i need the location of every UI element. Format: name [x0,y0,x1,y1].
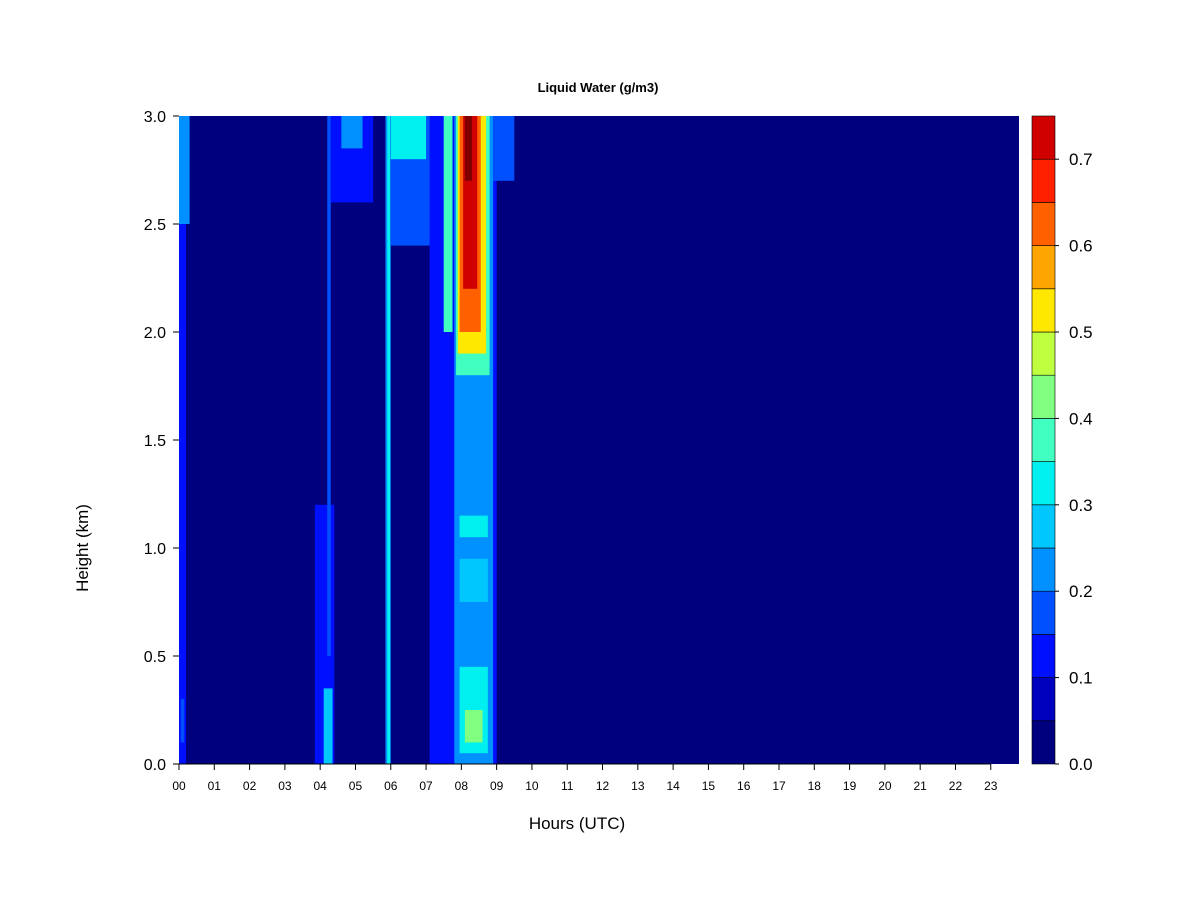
heatmap-cell [464,116,472,181]
heatmap-cell [459,515,488,538]
colorbar-tick-label: 0.4 [1069,409,1093,428]
heatmap-background [179,116,1019,764]
y-tick-label: 0.5 [144,649,166,666]
colorbar-tick-label: 0.0 [1069,755,1093,774]
heatmap-cell [323,688,333,764]
y-axis: 0.0 0.5 1.0 1.5 2.0 2.5 3.0 [144,109,179,774]
x-tick-label: 09 [490,779,504,793]
x-tick-label: 00 [172,779,186,793]
heatmap-cell [341,116,363,149]
y-tick-label: 1.5 [144,433,166,450]
colorbar-tick-label: 0.6 [1069,237,1093,256]
colorbar-tick-label: 0.1 [1069,669,1093,688]
x-tick-label: 06 [384,779,398,793]
colorbar-tick-label: 0.5 [1069,323,1093,342]
heatmap-features [179,116,515,764]
x-tick-label: 15 [702,779,716,793]
colorbar-tick-label: 0.2 [1069,582,1093,601]
x-tick-label: 17 [772,779,786,793]
colorbar-segment [1031,158,1056,203]
x-tick-label: 11 [561,779,574,793]
heatmap-cell [327,116,331,656]
colorbar-segment [1031,374,1056,419]
x-tick-label: 01 [208,779,222,793]
x-tick-label: 10 [525,779,539,793]
heatmap-cell [443,116,453,332]
colorbar-segment [1031,331,1056,376]
x-tick-label: 05 [349,779,363,793]
y-tick-label: 0.0 [144,757,166,774]
x-tick-label: 07 [419,779,433,793]
colorbar-segment [1031,720,1056,765]
x-tick-label: 14 [666,779,680,793]
heatmap-cell [179,116,190,224]
colorbar-segment [1031,418,1056,462]
heatmap-cell [180,699,185,743]
x-axis: 00 01 02 03 04 05 06 07 08 09 10 11 12 13 14 15 16 17 18 19… [172,763,998,793]
heatmap-cell [390,116,427,160]
x-axis-label: Hours (UTC) [529,814,625,833]
x-tick-label: 20 [878,779,892,793]
x-tick-label: 23 [984,779,998,793]
colorbar-segment [1031,504,1056,549]
colorbar-tick-label: 0.7 [1069,150,1093,169]
colorbar-segment [1031,590,1056,635]
y-tick-label: 2.0 [144,325,166,342]
x-tick-label: 12 [596,779,610,793]
y-tick-label: 1.0 [144,541,166,558]
chart-title: Liquid Water (g/m3) [538,80,659,95]
x-tick-label: 22 [949,779,963,793]
x-tick-label: 02 [243,779,257,793]
colorbar-segment [1031,202,1056,246]
x-tick-label: 13 [631,779,645,793]
colorbar-segment [1031,634,1056,678]
x-tick-label: 04 [313,779,327,793]
y-axis-label: Height (km) [73,504,92,592]
colorbar-segment [1031,547,1056,592]
colorbar: 0.0 0.1 0.2 0.3 0.4 0.5 0.6 0.7 [1031,115,1093,774]
x-tick-label: 08 [455,779,469,793]
heatmap-cell [387,116,391,764]
x-tick-label: 03 [278,779,292,793]
heatmap-cell [179,116,187,764]
colorbar-segment [1031,288,1056,333]
x-tick-label: 19 [843,779,857,793]
colorbar-segment [1031,677,1056,722]
colorbar-segment [1031,245,1056,290]
y-tick-label: 3.0 [144,109,166,126]
heatmap-cell [464,710,483,743]
colorbar-segment [1031,115,1056,160]
x-tick-label: 16 [737,779,751,793]
y-tick-label: 2.5 [144,217,166,234]
x-tick-label: 18 [808,779,822,793]
heatmap-cell [493,116,515,181]
colorbar-segment [1031,461,1056,506]
x-tick-label: 21 [913,779,927,793]
plot-area [179,116,1019,764]
heatmap-cell [459,558,488,602]
colorbar-tick-label: 0.3 [1069,496,1093,515]
